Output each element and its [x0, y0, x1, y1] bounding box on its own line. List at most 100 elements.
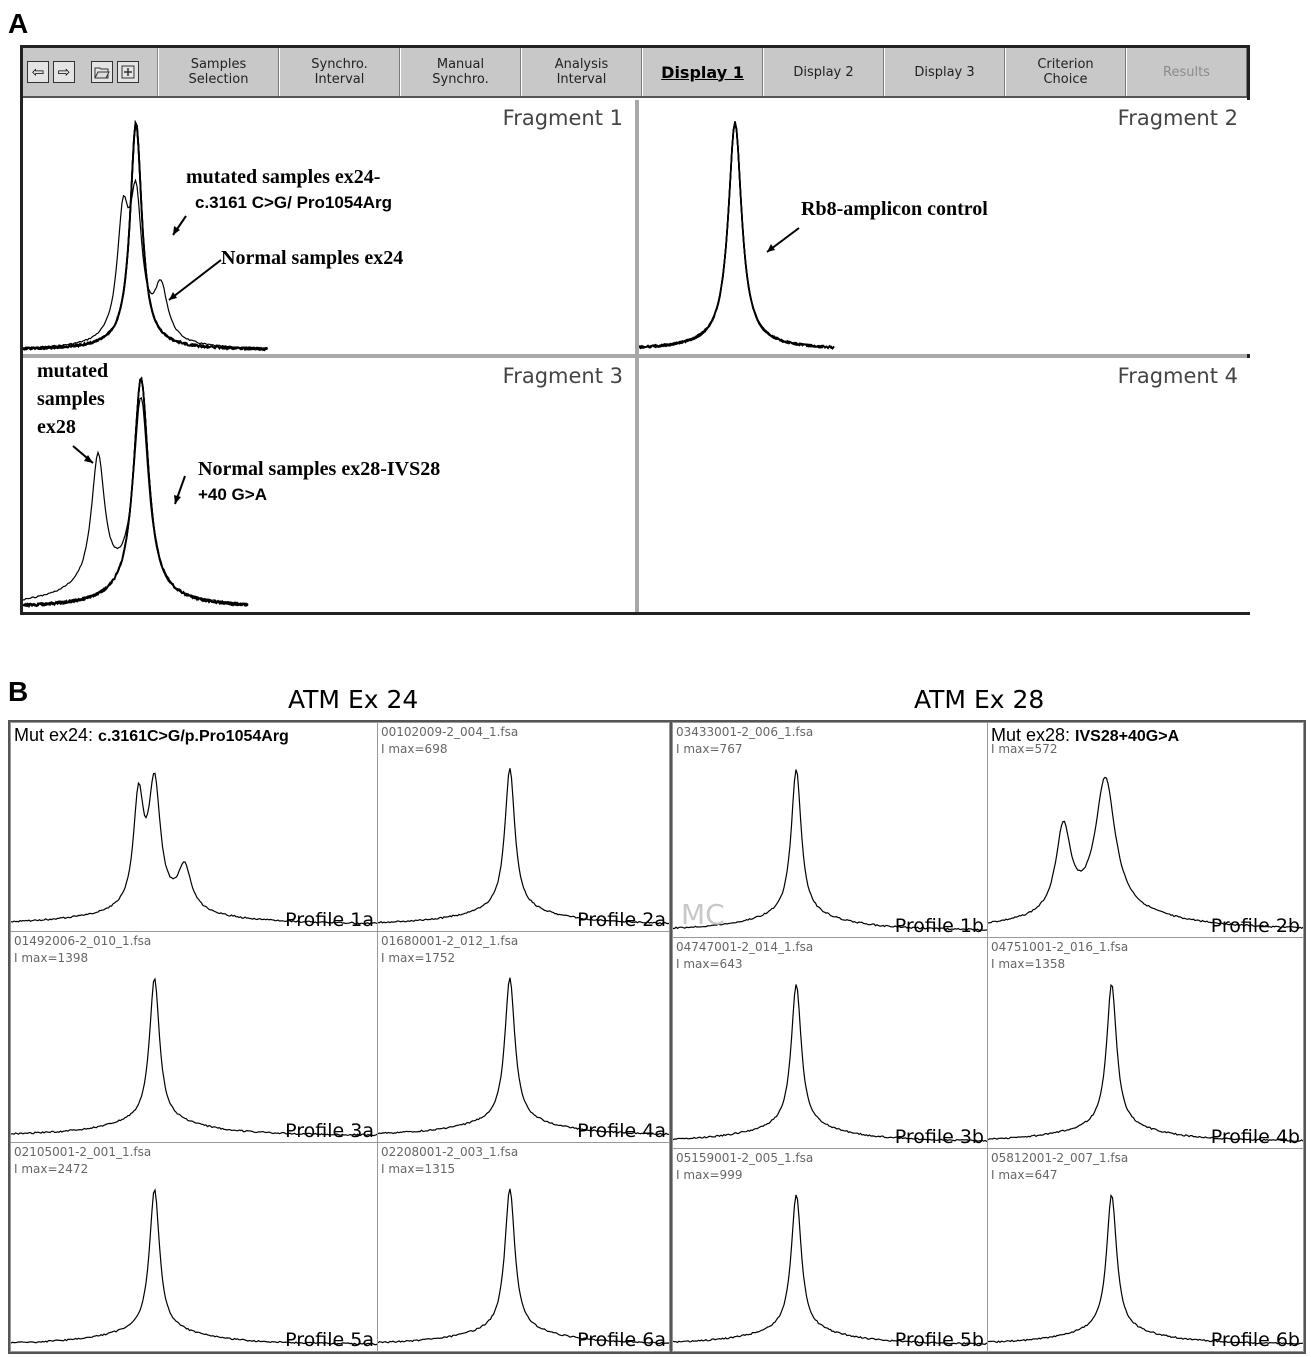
normal-trace [23, 376, 249, 609]
intensity-max: I max=698 [381, 742, 448, 756]
profile-cell-3a[interactable]: 01492006-2_010_1.fsa I max=1398 Profile … [10, 931, 378, 1143]
profile-cell-3b[interactable]: 04747001-2_014_1.fsa I max=643 Profile 3… [672, 937, 988, 1149]
profile-cell-2b[interactable]: Mut ex28: IVS28+40G>A I max=572 Profile … [987, 722, 1304, 938]
criterion-choice-button[interactable]: Criterion Choice [1005, 48, 1126, 96]
intensity-max: I max=1315 [381, 1162, 456, 1176]
annotation-normal-ex24: Normal samples ex24 [221, 247, 404, 269]
intensity-max: I max=1358 [991, 957, 1066, 971]
profile-label: Profile 2b [1210, 915, 1300, 937]
profile-cell-5b[interactable]: 05159001-2_005_1.fsa I max=999 Profile 5… [672, 1148, 988, 1352]
annotation-mutated-ex24: mutated samples ex24- [186, 166, 381, 188]
manual-synchro-button[interactable]: Manual Synchro. [400, 48, 521, 96]
profile-cell-1b[interactable]: MC 03433001-2_006_1.fsa I max=767 Profil… [672, 722, 988, 938]
file-name: 04751001-2_016_1.fsa [991, 940, 1129, 954]
profile-label: Profile 2a [577, 909, 666, 931]
fragment-3-arrows [72, 445, 186, 505]
profile-trace [378, 1188, 669, 1345]
profile-label: Profile 1a [285, 909, 374, 931]
fragment-title: Fragment 2 [1117, 106, 1238, 130]
annotation-mutated-line1: mutated [37, 360, 109, 382]
profile-label: Profile 3a [285, 1120, 374, 1142]
profile-cell-4a[interactable]: 01680001-2_012_1.fsa I max=1752 Profile … [377, 931, 670, 1143]
mutation-label: Mut ex28: IVS28+40G>A [991, 725, 1180, 745]
profile-cell-6a[interactable]: 02208001-2_003_1.fsa I max=1315 Profile … [377, 1142, 670, 1352]
fragment-1-pane: Fragment 1 mutated samples ex24- c.3161 … [23, 100, 635, 354]
analysis-interval-button[interactable]: Analysis Interval [521, 48, 642, 96]
profile-trace [11, 977, 377, 1137]
profile-label: Profile 1b [894, 915, 984, 937]
intensity-max: I max=572 [991, 742, 1058, 756]
group-title-ex28: ATM Ex 28 [914, 685, 1045, 714]
profile-label: Profile 4a [577, 1120, 666, 1142]
file-name: 01492006-2_010_1.fsa [14, 934, 152, 948]
file-name: 03433001-2_006_1.fsa [676, 725, 814, 739]
profile-trace [11, 772, 377, 925]
fragment-1-trace [23, 119, 269, 352]
fragment-3-pane: Fragment 3 mutated samples ex28 Normal s… [23, 358, 635, 612]
display-3-tab[interactable]: Display 3 [884, 48, 1005, 96]
profile-trace [673, 1194, 987, 1346]
fragment-2-trace [639, 121, 835, 350]
display-1-tab[interactable]: Display 1 [642, 48, 763, 96]
fragment-title: Fragment 3 [502, 364, 623, 388]
profile-group-ex24: Mut ex24: c.3161C>G/p.Pro1054Arg Profile… [8, 720, 670, 1354]
profile-label: Profile 6a [577, 1329, 666, 1351]
fragment-title: Fragment 4 [1117, 364, 1238, 388]
heteroduplex-analysis-window: ⇦ ⇨ Samples Selection Synchro. Interval … [20, 45, 1250, 615]
file-name: 02105001-2_001_1.fsa [14, 1145, 152, 1159]
fragment-2-arrow [766, 227, 800, 253]
display-2-tab[interactable]: Display 2 [763, 48, 884, 96]
normal-trace [23, 119, 269, 352]
file-name: 00102009-2_004_1.fsa [381, 725, 519, 739]
samples-selection-button[interactable]: Samples Selection [158, 48, 279, 96]
profile-cell-2a[interactable]: 00102009-2_004_1.fsa I max=698 Profile 2… [377, 722, 670, 932]
fragment-1-arrows [168, 215, 222, 301]
profile-label: Profile 5b [894, 1329, 984, 1351]
profile-trace [11, 1188, 377, 1346]
file-name: 02208001-2_003_1.fsa [381, 1145, 519, 1159]
folder-open-icon[interactable] [91, 61, 113, 83]
file-name: 01680001-2_012_1.fsa [381, 934, 519, 948]
intensity-max: I max=1398 [14, 951, 89, 965]
control-trace [639, 122, 835, 350]
annotation-normal-ex28: Normal samples ex28-IVS28 [198, 458, 441, 480]
profile-cell-6b[interactable]: 05812001-2_007_1.fsa I max=647 Profile 6… [987, 1148, 1304, 1352]
profile-trace [673, 984, 987, 1142]
profile-label: Profile 6b [1210, 1329, 1300, 1351]
file-name: 04747001-2_014_1.fsa [676, 940, 814, 954]
profile-cell-1a[interactable]: Mut ex24: c.3161C>G/p.Pro1054Arg Profile… [10, 722, 378, 932]
fragment-2-pane: Fragment 2 Rb8-amplicon control [639, 100, 1250, 354]
fragment-title: Fragment 1 [502, 106, 623, 130]
mc-watermark: MC [681, 898, 725, 931]
profile-cell-5a[interactable]: 02105001-2_001_1.fsa I max=2472 Profile … [10, 1142, 378, 1352]
toolbar-icon-group: ⇦ ⇨ [23, 48, 158, 96]
add-file-icon[interactable] [117, 61, 139, 83]
synchro-interval-button[interactable]: Synchro. Interval [279, 48, 400, 96]
profile-label: Profile 5a [285, 1329, 374, 1351]
profile-label: Profile 3b [894, 1126, 984, 1148]
intensity-max: I max=999 [676, 1168, 743, 1182]
annotation-ivs28-detail: +40 G>A [198, 485, 267, 504]
arrow-right-icon[interactable]: ⇨ [53, 61, 75, 83]
fragment-divider-vertical [635, 100, 639, 612]
intensity-max: I max=1752 [381, 951, 456, 965]
profile-trace [378, 977, 669, 1136]
annotation-mutation-detail: c.3161 C>G/ Pro1054Arg [195, 193, 393, 212]
profile-trace [988, 776, 1303, 930]
intensity-max: I max=647 [991, 1168, 1058, 1182]
profile-label: Profile 4b [1210, 1126, 1300, 1148]
intensity-max: I max=767 [676, 742, 743, 756]
profile-trace [378, 768, 669, 925]
profile-cell-4b[interactable]: 04751001-2_016_1.fsa I max=1358 Profile … [987, 937, 1304, 1149]
annotation-rb8-control: Rb8-amplicon control [801, 198, 988, 220]
arrow-left-icon[interactable]: ⇦ [27, 61, 49, 83]
profile-trace [988, 983, 1303, 1142]
annotation-mutated-line3: ex28 [37, 416, 76, 438]
fragment-3-trace [23, 376, 249, 609]
intensity-max: I max=643 [676, 957, 743, 971]
mutated-trace [23, 178, 268, 350]
fragment-4-pane: Fragment 4 [639, 358, 1250, 612]
file-name: 05812001-2_007_1.fsa [991, 1151, 1129, 1165]
panel-b-letter: B [8, 676, 29, 707]
mutated-trace [23, 397, 249, 605]
